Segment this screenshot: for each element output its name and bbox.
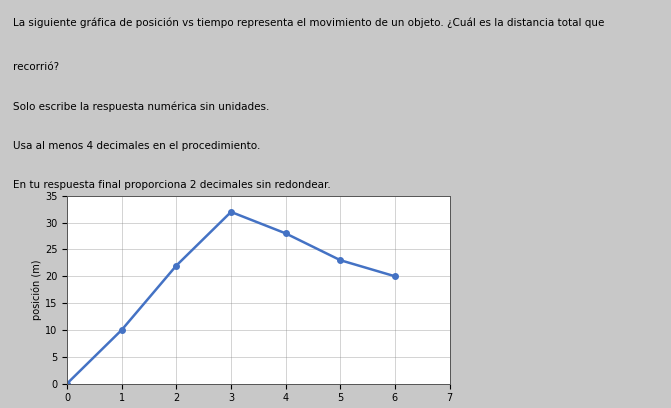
Y-axis label: posición (m): posición (m) [32,259,42,320]
Text: La siguiente gráfica de posición vs tiempo representa el movimiento de un objeto: La siguiente gráfica de posición vs tiem… [13,17,605,28]
Text: recorrió?: recorrió? [13,62,60,72]
Text: En tu respuesta final proporciona 2 decimales sin redondear.: En tu respuesta final proporciona 2 deci… [13,180,331,191]
Text: Usa al menos 4 decimales en el procedimiento.: Usa al menos 4 decimales en el procedimi… [13,141,260,151]
Text: Solo escribe la respuesta numérica sin unidades.: Solo escribe la respuesta numérica sin u… [13,102,270,112]
